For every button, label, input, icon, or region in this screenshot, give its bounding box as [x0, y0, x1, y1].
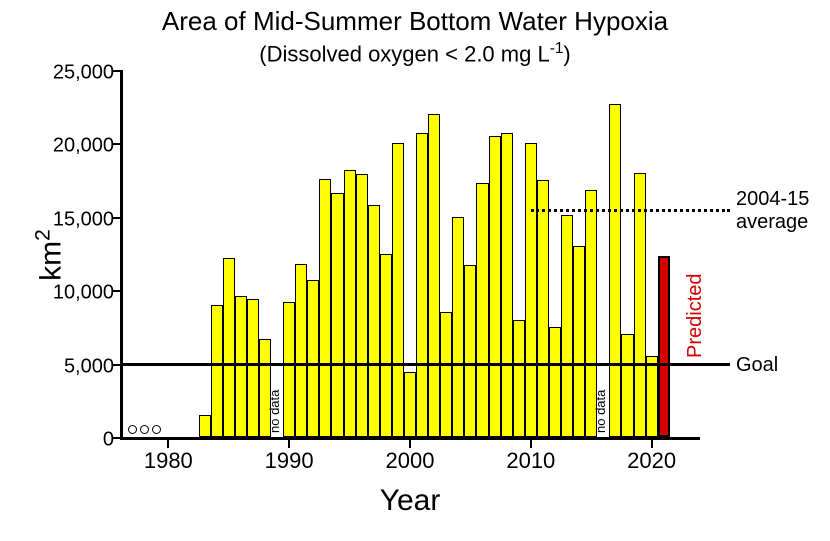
- predicted-label: Predicted: [684, 273, 707, 358]
- data-bar: [392, 143, 404, 437]
- no-data-label: no data: [593, 390, 608, 433]
- data-bar: [283, 302, 295, 437]
- data-bar: [368, 205, 380, 437]
- data-bar: [609, 104, 621, 437]
- data-bar: [295, 264, 307, 437]
- y-tick-label: 15,000: [53, 208, 114, 231]
- data-bar: [416, 133, 428, 437]
- y-tick-mark: [112, 364, 120, 366]
- x-tick-label: 1990: [265, 448, 314, 474]
- data-bar: [199, 415, 211, 437]
- data-bar: [344, 170, 356, 437]
- data-bar: [513, 320, 525, 437]
- predicted-bar: [658, 256, 670, 437]
- data-bar: [356, 174, 368, 437]
- y-tick-mark: [112, 217, 120, 219]
- early-data-circle: [152, 425, 161, 434]
- data-bar: [464, 265, 476, 437]
- data-bar: [621, 334, 633, 437]
- y-tick-label: 25,000: [53, 62, 114, 85]
- bars-layer: no data no data: [120, 70, 700, 437]
- data-bar: [440, 312, 452, 437]
- y-tick-label: 10,000: [53, 282, 114, 305]
- chart-title: Area of Mid-Summer Bottom Water Hypoxia: [0, 6, 830, 37]
- data-bar: [331, 193, 343, 437]
- data-bar: [561, 215, 573, 437]
- data-bar: [404, 372, 416, 437]
- x-tick-mark: [167, 440, 169, 448]
- data-bar: [223, 258, 235, 437]
- goal-line: [120, 363, 730, 366]
- y-tick-mark: [112, 143, 120, 145]
- average-line: [531, 209, 730, 212]
- x-tick-mark: [409, 440, 411, 448]
- y-tick-label: 0: [103, 429, 114, 452]
- data-bar: [634, 173, 646, 437]
- y-tick-label: 5,000: [64, 355, 114, 378]
- y-tick-label: 20,000: [53, 135, 114, 158]
- x-tick-label: 1980: [144, 448, 193, 474]
- data-bar: [476, 183, 488, 437]
- y-tick-mark: [112, 437, 120, 439]
- x-tick-mark: [288, 440, 290, 448]
- x-tick-mark: [530, 440, 532, 448]
- y-axis-label: km2: [31, 229, 68, 281]
- no-data-label: no data: [267, 390, 282, 433]
- data-bar: [646, 356, 658, 437]
- x-tick-label: 2010: [506, 448, 555, 474]
- data-bar: [525, 143, 537, 437]
- data-bar: [501, 133, 513, 437]
- average-label: 2004-15 average: [736, 188, 809, 234]
- data-bar: [549, 327, 561, 437]
- data-bar: [452, 217, 464, 437]
- data-bar: [319, 179, 331, 437]
- data-bar: [428, 114, 440, 437]
- x-tick-label: 2000: [386, 448, 435, 474]
- x-tick-mark: [651, 440, 653, 448]
- data-bar: [489, 136, 501, 437]
- goal-label: Goal: [736, 354, 778, 377]
- early-data-circle: [140, 425, 149, 434]
- data-bar: [380, 254, 392, 438]
- hypoxia-bar-chart: Area of Mid-Summer Bottom Water Hypoxia …: [0, 0, 830, 541]
- data-bar: [211, 305, 223, 437]
- data-bar: [307, 280, 319, 437]
- data-bar: [247, 299, 259, 437]
- x-axis-label: Year: [120, 484, 700, 518]
- plot-area: no datano data Goal 2004-15 average Pred…: [120, 70, 700, 440]
- chart-subtitle: (Dissolved oxygen < 2.0 mg L-1): [0, 40, 830, 67]
- early-data-circle: [128, 425, 137, 434]
- x-tick-label: 2020: [627, 448, 676, 474]
- data-bar: [573, 246, 585, 437]
- y-tick-mark: [112, 70, 120, 72]
- data-bar: [537, 180, 549, 437]
- data-bar: [235, 296, 247, 437]
- y-tick-mark: [112, 290, 120, 292]
